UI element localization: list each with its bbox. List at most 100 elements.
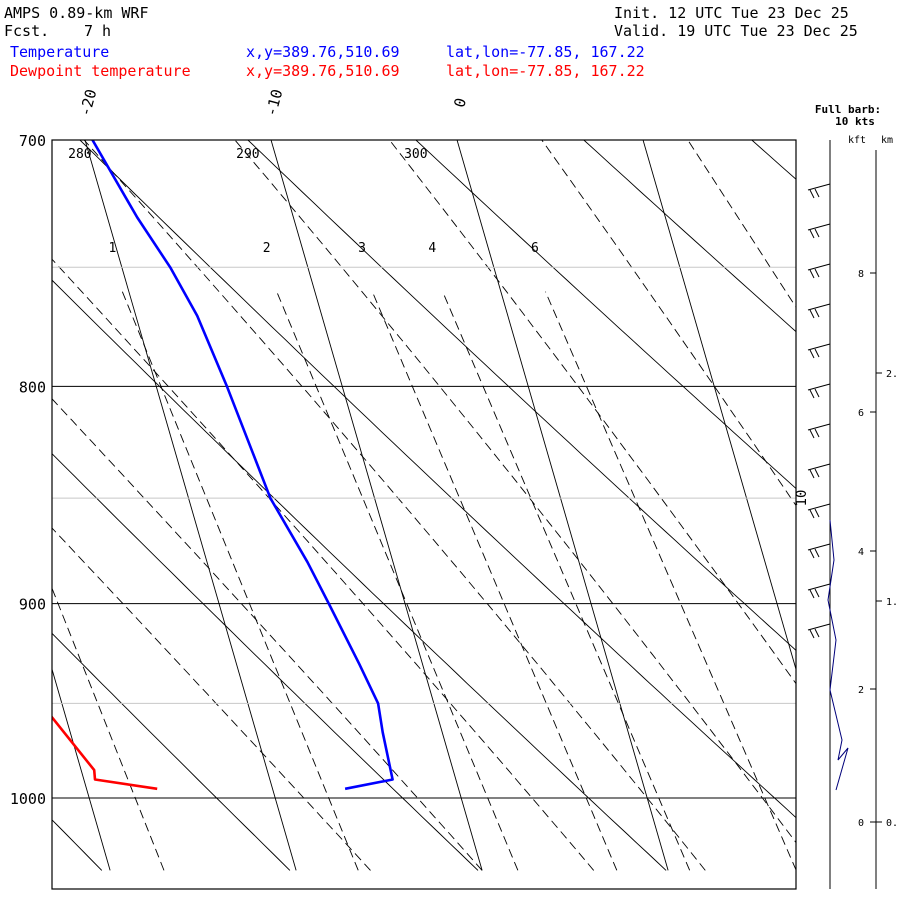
wind-barb-flag xyxy=(809,629,815,639)
isotherm-line xyxy=(642,140,796,671)
mixing-ratio-line xyxy=(121,291,359,871)
moist-adiabat-line xyxy=(687,140,796,309)
wind-barb-staff xyxy=(807,263,831,271)
mixing-ratio-line xyxy=(52,587,165,871)
km-tick-label: 2. xyxy=(886,369,898,380)
moist-adiabat-line xyxy=(52,398,483,871)
km-tick-label: 1. xyxy=(886,597,898,608)
isotherm-tick-label: 0 xyxy=(450,96,470,109)
wind-barb-staff xyxy=(807,183,831,191)
mixing-ratio-line xyxy=(371,291,618,871)
legend-temperature-label: Temperature xyxy=(10,43,110,61)
mixing-ratio-label: 2 xyxy=(263,241,271,256)
isobar-lines xyxy=(52,139,796,799)
dewpoint-profile xyxy=(52,715,158,791)
dry-adiabat-line xyxy=(583,140,796,333)
temperature-profile xyxy=(91,140,394,791)
wind-barb-flag xyxy=(814,348,820,358)
wind-barb-flag xyxy=(809,269,815,279)
wind-barb-flag xyxy=(814,548,820,558)
kft-tick-label: 6 xyxy=(858,408,864,419)
dry-adiabat-label: 300 xyxy=(404,147,427,162)
wind-barb-flag xyxy=(809,189,815,199)
chart-grid xyxy=(52,140,900,871)
wind-barb-flag xyxy=(814,508,820,518)
isotherm-line xyxy=(52,667,111,871)
wind-barb-flag xyxy=(809,549,815,559)
low-level-wind-trace xyxy=(827,519,849,791)
pressure-tick-label: 700 xyxy=(19,132,46,150)
full-barb-label: Full barb: xyxy=(815,103,881,116)
wind-barb-flag xyxy=(809,469,815,479)
height-axis: kft km 0 2 4 6 8 0. 1. 2. xyxy=(848,135,898,889)
kft-tick-label: 0 xyxy=(858,818,864,829)
moist-adiabat-line xyxy=(389,140,796,685)
kft-label: kft xyxy=(848,135,866,146)
wind-barb-staff xyxy=(807,343,831,351)
isotherm-line xyxy=(456,140,669,871)
isotherm-tick-label: -20 xyxy=(76,87,100,118)
wind-barb-staff xyxy=(807,383,831,391)
legend-dewpoint-label: Dewpoint temperature xyxy=(10,62,191,80)
wind-barb-staff xyxy=(807,583,831,591)
mixing-ratio-label: 4 xyxy=(428,241,436,256)
pressure-tick-label: 900 xyxy=(19,596,46,614)
fcst-label: Fcst. xyxy=(4,22,50,40)
wind-barb-staff xyxy=(807,623,831,631)
km-tick-label: 0. xyxy=(886,818,898,829)
isotherm-line xyxy=(829,140,900,870)
sounding-profiles xyxy=(52,140,394,791)
wind-barb-flag xyxy=(814,228,820,238)
legend-temperature-xy: x,y=389.76,510.69 xyxy=(246,43,400,61)
moist-adiabat-line xyxy=(541,140,796,507)
wind-profile-label: 10 xyxy=(794,490,810,507)
isotherm-line xyxy=(270,140,483,871)
full-barb-value: 10 kts xyxy=(835,115,875,128)
kft-tick-label: 8 xyxy=(858,269,864,280)
dry-adiabat-line xyxy=(52,279,667,871)
isotherm-line xyxy=(84,140,297,871)
fcst-value: 7 h xyxy=(84,22,112,40)
wind-barb-flag xyxy=(814,268,820,278)
wind-barb-flag xyxy=(809,429,815,439)
wind-barb-flag xyxy=(809,509,815,519)
dry-adiabat-line xyxy=(79,140,796,819)
mixing-ratio-line xyxy=(276,291,519,871)
pressure-tick-label: 800 xyxy=(19,378,46,396)
wind-barb-flag xyxy=(814,308,820,318)
kft-tick-label: 2 xyxy=(858,685,864,696)
dry-adiabat-label: 290 xyxy=(236,147,259,162)
axis-labels: 7008009001000-70-60-50-40-30-20-10022023… xyxy=(10,87,539,808)
wind-barb-flag xyxy=(814,188,820,198)
mixing-ratio-line xyxy=(442,291,691,871)
moist-adiabat-line xyxy=(234,140,796,844)
init-time: Init. 12 UTC Tue 23 Dec 25 xyxy=(614,4,849,22)
wind-barb-flag xyxy=(809,229,815,239)
wind-barb-staff xyxy=(807,503,831,511)
dry-adiabat-line xyxy=(52,632,291,871)
legend-dewpoint-latlon: lat,lon=-77.85, 167.22 xyxy=(446,62,645,80)
wind-barb-staff xyxy=(807,463,831,471)
legend-dewpoint-xy: x,y=389.76,510.69 xyxy=(246,62,400,80)
dry-adiabat-label: 280 xyxy=(68,147,91,162)
pressure-tick-label: 1000 xyxy=(10,790,46,808)
wind-barb-flag xyxy=(814,628,820,638)
wind-barb-staff xyxy=(807,303,831,311)
km-label: km xyxy=(881,135,893,146)
dry-adiabat-line xyxy=(247,140,796,651)
mixing-ratio-label: 1 xyxy=(109,241,117,256)
isotherm-tick-label: -10 xyxy=(262,87,286,118)
kft-tick-label: 4 xyxy=(858,547,864,558)
plot-frame xyxy=(51,139,797,890)
wind-barb-flag xyxy=(814,388,820,398)
wind-barb-flag xyxy=(814,428,820,438)
model-title: AMPS 0.89-km WRF xyxy=(4,4,149,22)
wind-barb-staff xyxy=(807,223,831,231)
wind-barb-staff xyxy=(807,543,831,551)
mixing-ratio-line xyxy=(545,291,796,871)
moist-adiabat-line xyxy=(826,140,900,870)
valid-time: Valid. 19 UTC Tue 23 Dec 25 xyxy=(614,22,858,40)
wind-barb-flag xyxy=(814,468,820,478)
wind-barb-flag xyxy=(809,589,815,599)
